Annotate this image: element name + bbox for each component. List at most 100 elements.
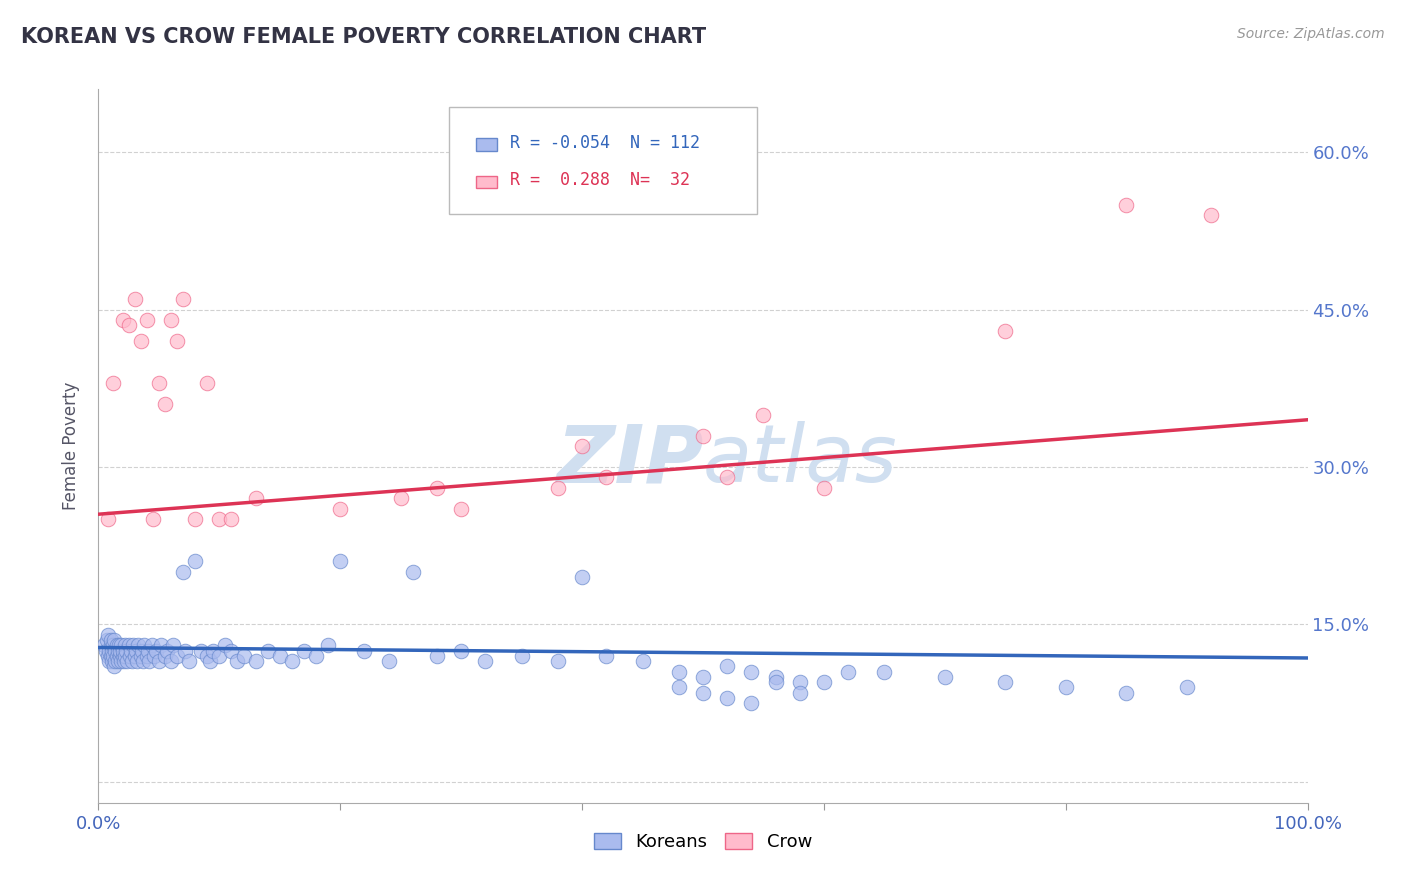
- Point: [166, 648, 188, 663]
- Point: [716, 470, 738, 484]
- Point: [111, 643, 134, 657]
- Point: [104, 643, 127, 657]
- Point: [190, 643, 212, 657]
- Point: [94, 643, 117, 657]
- Point: [631, 654, 654, 668]
- Point: [305, 648, 328, 663]
- Point: [765, 670, 787, 684]
- Text: R =  0.288  N=  32: R = 0.288 N= 32: [509, 171, 689, 189]
- Point: [184, 512, 207, 526]
- Point: [121, 654, 143, 668]
- Point: [245, 654, 267, 668]
- Point: [156, 643, 179, 657]
- Point: [96, 633, 118, 648]
- Point: [202, 643, 225, 657]
- Text: KOREAN VS CROW FEMALE POVERTY CORRELATION CHART: KOREAN VS CROW FEMALE POVERTY CORRELATIO…: [21, 27, 706, 46]
- Point: [148, 376, 170, 390]
- Point: [104, 654, 127, 668]
- Point: [716, 659, 738, 673]
- Point: [668, 665, 690, 679]
- Y-axis label: Female Poverty: Female Poverty: [62, 382, 80, 510]
- Point: [195, 376, 218, 390]
- Point: [692, 670, 714, 684]
- Point: [547, 654, 569, 668]
- Point: [111, 313, 134, 327]
- Point: [389, 491, 412, 506]
- Point: [198, 654, 221, 668]
- Point: [426, 648, 449, 663]
- Point: [329, 554, 352, 568]
- Point: [402, 565, 425, 579]
- Point: [256, 643, 278, 657]
- Point: [269, 648, 291, 663]
- Text: atlas: atlas: [703, 421, 898, 500]
- Point: [232, 648, 254, 663]
- Point: [329, 502, 352, 516]
- Point: [132, 654, 155, 668]
- Point: [112, 654, 135, 668]
- Point: [110, 654, 132, 668]
- Point: [208, 648, 231, 663]
- Point: [172, 565, 194, 579]
- Point: [789, 685, 811, 699]
- Point: [316, 639, 339, 653]
- Point: [135, 648, 157, 663]
- Point: [134, 639, 156, 653]
- Point: [813, 675, 835, 690]
- Point: [281, 654, 304, 668]
- Point: [692, 685, 714, 699]
- Bar: [475, 176, 498, 188]
- Point: [184, 554, 207, 568]
- Point: [103, 633, 125, 648]
- Point: [450, 502, 472, 516]
- Point: [114, 639, 136, 653]
- Point: [752, 408, 775, 422]
- Legend: Koreans, Crow: Koreans, Crow: [586, 825, 820, 858]
- Point: [195, 648, 218, 663]
- Point: [142, 512, 165, 526]
- Point: [474, 654, 496, 668]
- Point: [118, 639, 141, 653]
- Point: [174, 643, 197, 657]
- Point: [377, 654, 399, 668]
- Point: [111, 648, 134, 663]
- Point: [97, 648, 120, 663]
- Point: [129, 334, 152, 348]
- Point: [692, 428, 714, 442]
- Point: [118, 318, 141, 333]
- Point: [127, 639, 149, 653]
- Point: [129, 648, 152, 663]
- Point: [108, 639, 131, 653]
- Point: [1115, 685, 1137, 699]
- Point: [214, 639, 236, 653]
- Point: [97, 628, 120, 642]
- Point: [120, 643, 142, 657]
- Point: [547, 481, 569, 495]
- Point: [160, 313, 183, 327]
- Point: [716, 690, 738, 705]
- Point: [1199, 208, 1222, 222]
- Point: [1054, 681, 1077, 695]
- Point: [145, 643, 167, 657]
- Point: [873, 665, 896, 679]
- Point: [118, 648, 141, 663]
- Point: [166, 334, 188, 348]
- Point: [105, 648, 128, 663]
- Point: [98, 643, 121, 657]
- Point: [110, 639, 132, 653]
- Point: [97, 512, 120, 526]
- Point: [994, 675, 1017, 690]
- Point: [595, 648, 617, 663]
- Point: [98, 654, 121, 668]
- Point: [100, 648, 122, 663]
- Point: [510, 648, 533, 663]
- Point: [107, 643, 129, 657]
- Point: [221, 512, 243, 526]
- Point: [141, 639, 163, 653]
- Point: [208, 512, 231, 526]
- Point: [668, 681, 690, 695]
- Text: R = -0.054  N = 112: R = -0.054 N = 112: [509, 134, 700, 152]
- Point: [148, 654, 170, 668]
- Point: [143, 648, 166, 663]
- Point: [226, 654, 249, 668]
